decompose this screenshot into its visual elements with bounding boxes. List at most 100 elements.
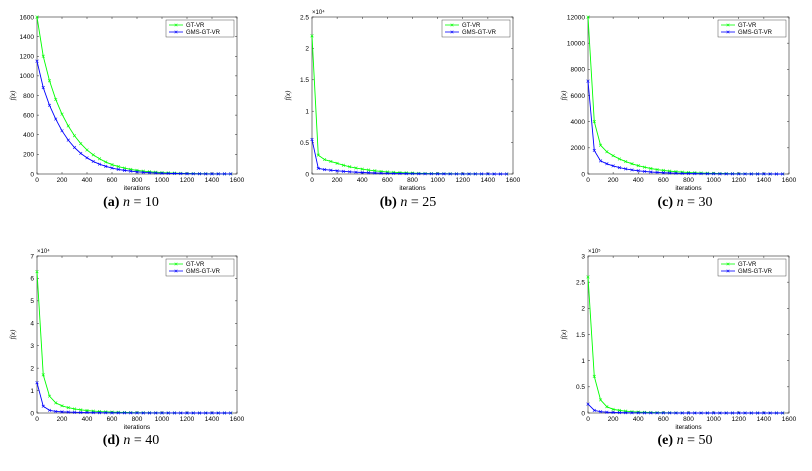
data-point-marker bbox=[605, 405, 609, 409]
data-point-marker bbox=[122, 168, 127, 172]
chart-caption: (c) n = 30 bbox=[657, 195, 713, 210]
data-point-marker bbox=[47, 408, 52, 412]
plot-area bbox=[587, 16, 790, 175]
data-point-marker bbox=[135, 411, 139, 415]
data-point-marker bbox=[35, 15, 39, 19]
legend-label: GT-VR bbox=[738, 262, 757, 268]
y-axis-label: f(x) bbox=[9, 90, 17, 100]
data-point-marker bbox=[636, 164, 640, 168]
data-point-marker bbox=[624, 159, 628, 164]
data-point-marker bbox=[204, 411, 208, 415]
chart-3: 0 200 400 600 800 1000 1200 1400 1600 0 2000 4000 60… bbox=[560, 14, 797, 192]
data-point-marker bbox=[598, 143, 603, 147]
data-point-marker bbox=[718, 172, 722, 176]
data-point-marker bbox=[705, 172, 709, 176]
x-tick-label: 1400 bbox=[205, 177, 220, 184]
data-point-marker bbox=[216, 411, 220, 415]
data-point-marker bbox=[366, 168, 371, 172]
legend-label: GMS-GT-VR bbox=[738, 30, 773, 36]
data-point-marker bbox=[417, 172, 421, 176]
legend-label: GMS-GT-VR bbox=[186, 30, 221, 36]
data-point-marker bbox=[54, 409, 58, 414]
x-tick-label: 1400 bbox=[205, 416, 220, 423]
y-tick-label: 1000 bbox=[20, 73, 35, 80]
chart-2: 0 200 400 600 800 1000 1200 1400 1600 0 0.5 1 1.5 2 2.… bbox=[284, 9, 521, 192]
data-point-marker bbox=[129, 169, 133, 173]
data-point-marker bbox=[154, 411, 158, 415]
x-tick-label: 1600 bbox=[506, 177, 521, 184]
x-tick-label: 0 bbox=[35, 416, 39, 423]
data-point-marker bbox=[335, 161, 339, 165]
x-tick-label: 200 bbox=[608, 416, 619, 423]
data-point-marker bbox=[110, 411, 114, 415]
x-tick-label: 1200 bbox=[180, 177, 195, 184]
data-point-marker bbox=[699, 411, 703, 415]
data-point-marker bbox=[72, 145, 77, 150]
data-point-marker bbox=[755, 172, 760, 176]
x-tick-label: 400 bbox=[633, 416, 644, 423]
legend-box bbox=[717, 258, 787, 277]
legend-marker bbox=[726, 269, 730, 273]
data-point-marker bbox=[35, 59, 39, 63]
data-point-marker bbox=[718, 411, 722, 415]
plot-area bbox=[311, 16, 514, 175]
data-point-marker bbox=[442, 172, 446, 176]
data-point-marker bbox=[185, 411, 189, 415]
data-point-marker bbox=[172, 411, 177, 415]
data-point-marker bbox=[498, 172, 503, 176]
y-tick-label: 2 bbox=[30, 365, 34, 372]
data-point-marker bbox=[316, 166, 320, 170]
y-tick-label: 7 bbox=[30, 253, 34, 260]
data-point-marker bbox=[72, 134, 77, 138]
data-point-marker bbox=[141, 411, 145, 415]
data-point-marker bbox=[348, 165, 352, 169]
data-point-marker bbox=[41, 54, 45, 58]
data-point-marker bbox=[185, 172, 189, 176]
data-point-marker bbox=[611, 154, 615, 158]
data-point-marker bbox=[379, 171, 383, 175]
data-point-marker bbox=[204, 172, 208, 176]
data-point-marker bbox=[335, 169, 339, 173]
x-tick-label: 800 bbox=[132, 177, 143, 184]
data-point-marker bbox=[655, 411, 659, 415]
data-point-marker bbox=[116, 167, 120, 172]
y-tick-label: 0 bbox=[30, 410, 34, 417]
legend-marker bbox=[174, 269, 178, 273]
data-point-marker bbox=[737, 411, 741, 415]
y-tick-label: 1400 bbox=[20, 34, 35, 41]
y-axis-label: f(x) bbox=[284, 90, 292, 100]
caption-variable: n bbox=[122, 195, 130, 210]
x-tick-label: 400 bbox=[633, 177, 644, 184]
x-tick-label: 1600 bbox=[230, 416, 245, 423]
x-tick-label: 1400 bbox=[757, 177, 772, 184]
data-point-marker bbox=[423, 172, 427, 176]
y-tick-label: 2.5 bbox=[576, 279, 585, 286]
x-tick-label: 0 bbox=[35, 177, 39, 184]
data-point-marker bbox=[97, 411, 102, 415]
y-tick-label: 0 bbox=[581, 171, 585, 178]
data-point-marker bbox=[630, 411, 634, 415]
x-tick-label: 200 bbox=[332, 177, 343, 184]
data-point-marker bbox=[674, 411, 678, 415]
x-tick-label: 800 bbox=[407, 177, 418, 184]
data-point-marker bbox=[160, 171, 164, 175]
data-point-marker bbox=[611, 164, 615, 168]
data-point-marker bbox=[730, 172, 735, 176]
x-tick-label: 1000 bbox=[155, 416, 170, 423]
data-point-marker bbox=[611, 410, 615, 415]
y-tick-label: 2000 bbox=[571, 145, 586, 152]
data-point-marker bbox=[322, 167, 327, 172]
data-point-marker bbox=[341, 163, 346, 167]
x-tick-label: 0 bbox=[310, 177, 314, 184]
data-point-marker bbox=[310, 137, 314, 142]
data-point-marker bbox=[661, 411, 665, 415]
data-point-marker bbox=[35, 381, 39, 385]
data-point-marker bbox=[768, 411, 772, 415]
x-tick-label: 600 bbox=[658, 177, 669, 184]
series-line bbox=[36, 382, 231, 414]
data-point-marker bbox=[505, 172, 509, 176]
y-tick-label: 1 bbox=[30, 388, 34, 395]
data-point-marker bbox=[686, 411, 691, 415]
